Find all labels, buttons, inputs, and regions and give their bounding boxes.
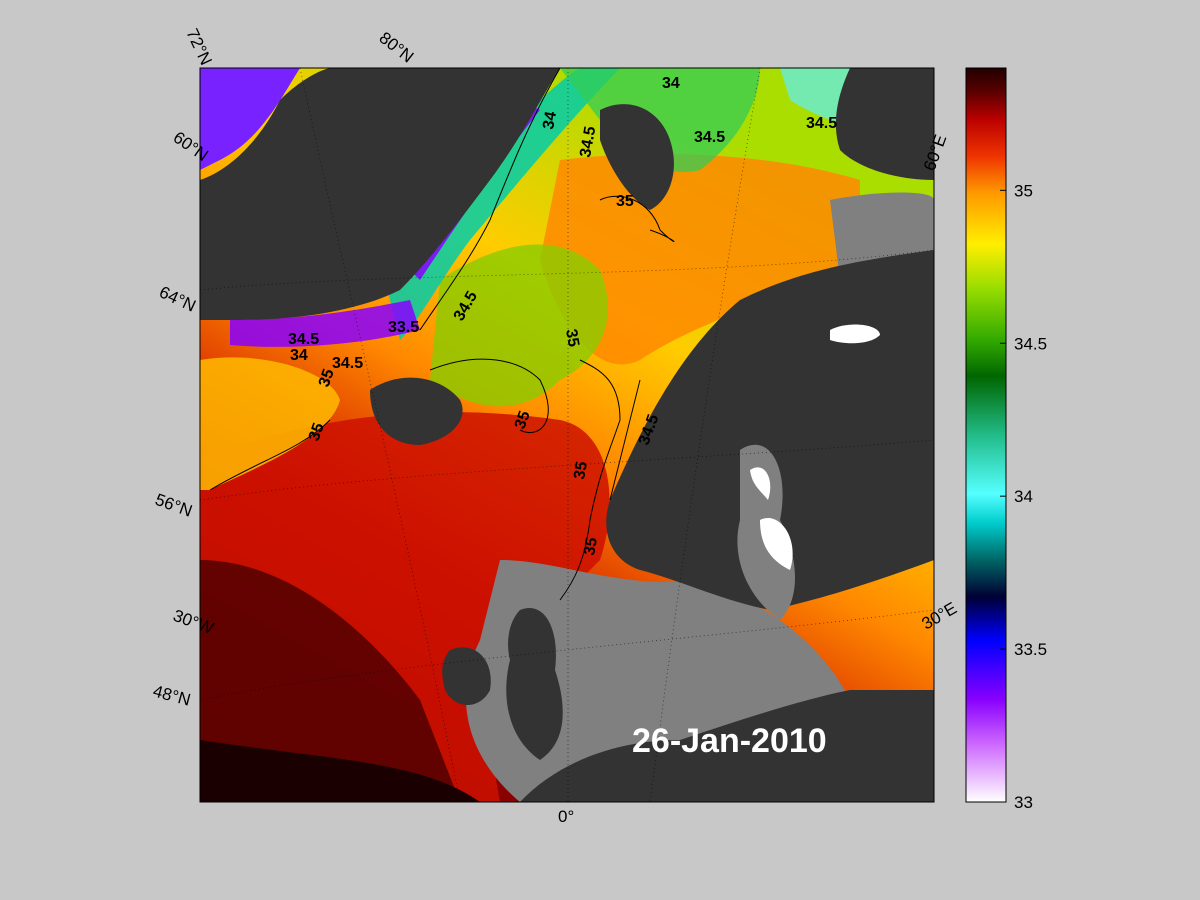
salinity-contours [209, 68, 675, 601]
contour-label: 35 [562, 328, 582, 349]
ice-cover-finland [760, 518, 793, 570]
contour-label: 35 [616, 193, 634, 210]
novaya-zemlya [835, 68, 934, 180]
contour-label: 34.5 [694, 129, 725, 146]
lat-label: 64°N [156, 282, 198, 315]
ice-cover-white-sea [830, 324, 880, 344]
lon-label: 0° [558, 807, 574, 826]
east-greenland-current [380, 68, 620, 340]
colorbar-tick-label: 33.5 [1014, 640, 1047, 659]
baffin-fresh-water [200, 68, 300, 170]
colorbar-gradient [965, 67, 1007, 803]
barents-front [560, 68, 760, 172]
lat-label: 72°N [182, 26, 215, 68]
colorbar-tick-label: 34 [1014, 487, 1033, 506]
date-label: 26-Jan-2010 [632, 722, 827, 760]
contour-label: 34 [540, 110, 560, 131]
contour-label: 35 [581, 536, 601, 557]
greenland-landmass [200, 68, 560, 320]
iceland-island [370, 377, 463, 445]
map-frame [199, 67, 935, 803]
contour-label: 35 [306, 421, 328, 444]
contour-label: 35 [316, 367, 338, 390]
contour-label: 33.5 [388, 319, 419, 336]
deep-warm-water [200, 560, 460, 802]
map-area: 26-Jan-2010 [200, 68, 934, 802]
colorbar: 35 34.5 34 33.5 33 [965, 67, 1047, 812]
contour-label: 34 [290, 347, 308, 364]
colorbar-tick-label: 34.5 [1014, 334, 1047, 353]
contour-label: 35 [512, 409, 534, 432]
norwegian-sea [540, 154, 860, 365]
contour-label: 34.5 [577, 125, 599, 159]
contour-label: 34.5 [332, 355, 363, 372]
irminger-water [200, 357, 340, 490]
contour-label: 34 [662, 75, 680, 92]
svalbard-island [600, 104, 674, 210]
colorbar-tick-label: 35 [1014, 181, 1033, 200]
graticule [200, 68, 934, 802]
ireland-island [442, 647, 491, 705]
colorbar-ticks: 35 34.5 34 33.5 33 [1000, 181, 1047, 812]
contour-label: 34.5 [288, 331, 319, 348]
contour-label: 35 [571, 460, 591, 481]
denmark-strait-fresh-water [230, 300, 420, 347]
european-continent [520, 690, 934, 802]
southern-warm-water [200, 740, 480, 802]
contour-label: 34.5 [806, 115, 837, 132]
greenland-sea-front [430, 244, 608, 407]
colorbar-tick-label: 33 [1014, 793, 1033, 812]
lon-label: 80°N [376, 28, 418, 66]
ice-cover-bothnia [750, 467, 771, 500]
great-britain-island [506, 608, 563, 760]
lat-label: 48°N [151, 682, 193, 710]
lat-label: 56°N [153, 490, 195, 521]
